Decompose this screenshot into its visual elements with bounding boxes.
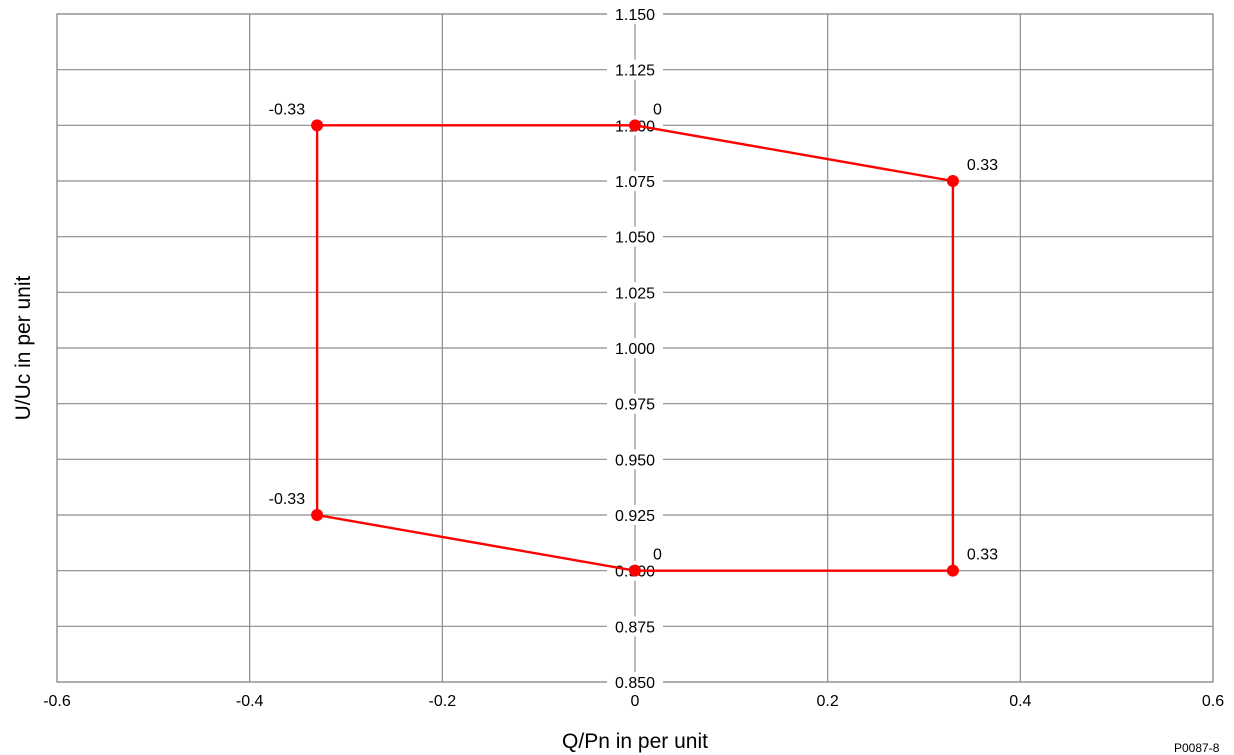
x-axis-label: Q/Pn in per unit — [562, 730, 708, 753]
y-tick-label: 1.000 — [615, 341, 655, 358]
y-tick-label-bg — [607, 449, 663, 470]
y-axis-tick-labels: 0.8500.8750.9000.9250.9500.9751.0001.025… — [607, 4, 663, 692]
point-label: -0.33 — [269, 101, 306, 118]
y-tick-label-bg — [607, 59, 663, 80]
y-tick-label-bg — [607, 4, 663, 24]
y-tick-label: 1.050 — [615, 230, 655, 247]
y-tick-label: 1.150 — [615, 7, 655, 24]
y-tick-label: 1.025 — [615, 285, 655, 302]
y-tick-label-bg — [607, 282, 663, 303]
point-label: 0.33 — [967, 157, 998, 174]
y-axis-label: U/Uc in per unit — [12, 275, 35, 420]
data-point — [311, 509, 324, 521]
point-label: 0 — [653, 547, 662, 564]
data-point — [946, 175, 959, 187]
y-tick-label-bg — [607, 338, 663, 358]
point-label: -0.33 — [269, 491, 306, 508]
y-tick-label: 0.975 — [615, 397, 655, 414]
y-tick-label: 1.125 — [615, 63, 655, 80]
data-point — [311, 119, 324, 132]
data-point — [629, 564, 641, 577]
y-tick-label-bg — [607, 672, 663, 692]
y-tick-label: 0.925 — [615, 508, 655, 525]
y-tick-label: 0.950 — [615, 452, 655, 469]
data-point — [629, 119, 641, 132]
x-axis-tick-labels: -0.6 -0.4 -0.2 0 0.2 0.4 0.6 — [43, 693, 1224, 710]
x-tick-label: 0.4 — [1009, 693, 1031, 710]
x-tick-label: -0.2 — [429, 693, 457, 710]
figure-id: P0087-8 — [1174, 741, 1220, 755]
x-tick-label: 0.2 — [817, 693, 839, 710]
x-tick-label: -0.4 — [236, 693, 264, 710]
x-tick-label: 0 — [631, 693, 640, 710]
y-tick-label-bg — [607, 393, 663, 414]
y-tick-label-bg — [607, 505, 663, 525]
x-tick-label: 0.6 — [1202, 693, 1224, 710]
y-tick-label-bg — [607, 616, 663, 637]
y-tick-label-bg — [607, 226, 663, 247]
y-tick-label: 0.875 — [615, 619, 655, 636]
point-label: 0.33 — [967, 547, 998, 564]
y-tick-label-bg — [607, 171, 663, 191]
series-group: -0.33 0 0.33 0.33 0 -0.33 — [269, 101, 998, 577]
x-tick-label: -0.6 — [43, 693, 71, 710]
y-tick-label: 0.850 — [615, 675, 655, 692]
data-point — [946, 564, 959, 577]
point-label: 0 — [653, 101, 662, 118]
y-tick-label: 1.075 — [615, 174, 655, 191]
